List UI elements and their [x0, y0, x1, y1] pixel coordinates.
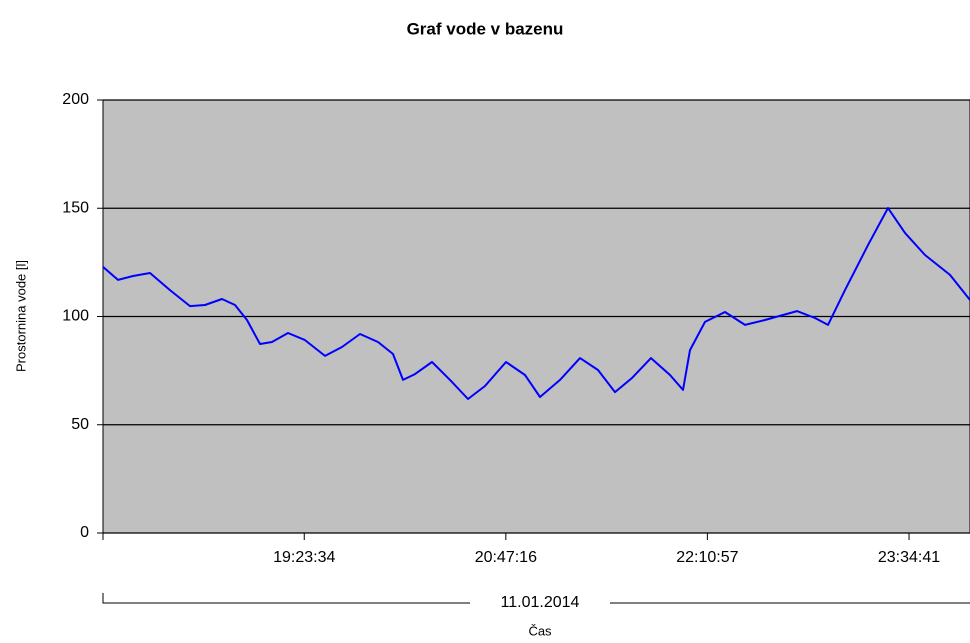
y-tick-label: 50: [71, 416, 89, 433]
y-tick-label: 0: [80, 524, 89, 541]
x-tick-label: 22:10:57: [676, 549, 738, 566]
x-tick-label: 19:23:34: [273, 549, 335, 566]
x-tick-label: 20:47:16: [475, 549, 537, 566]
y-axis-label: Prostornina vode [l]: [13, 260, 28, 372]
x-tick-label: 23:34:41: [878, 549, 940, 566]
date-bracket: [102, 593, 970, 604]
y-tick-label: 200: [62, 91, 89, 108]
data-line: [102, 207, 970, 400]
x-axis-label: Čas: [528, 623, 552, 638]
y-tick-label: 150: [62, 199, 89, 216]
x-group-label: 11.01.2014: [501, 594, 580, 611]
y-tick-label: 100: [62, 308, 89, 325]
chart-title: Graf vode v bazenu: [407, 19, 564, 38]
